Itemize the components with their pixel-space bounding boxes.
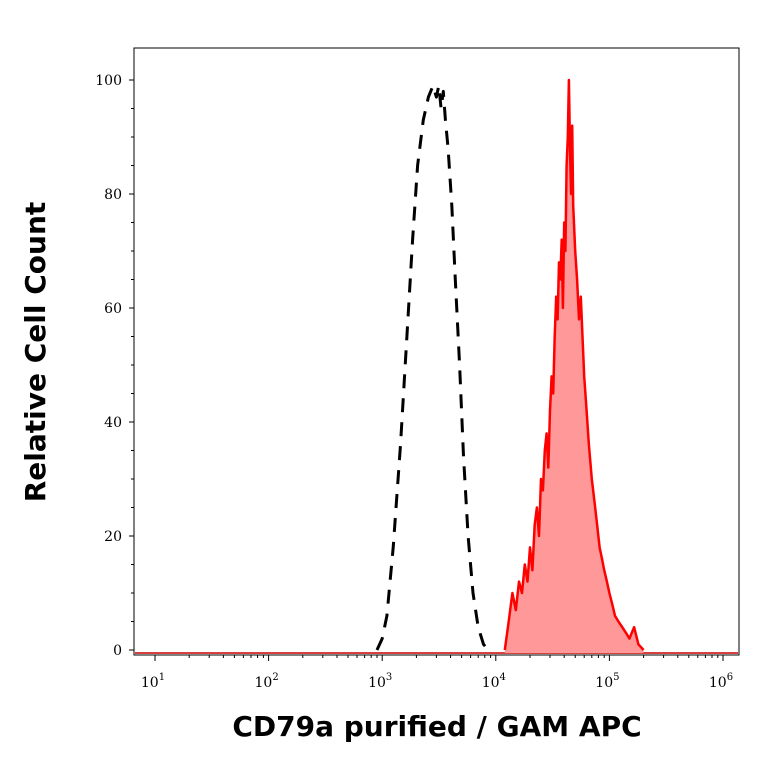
x-tick-label: 105	[595, 672, 619, 691]
series-layer	[135, 78, 738, 654]
y-tick-label: 80	[104, 187, 122, 203]
x-tick-label: 102	[254, 672, 278, 691]
x-tick-label: 103	[368, 672, 392, 691]
series-1-fill	[504, 80, 644, 653]
x-tick-label: 106	[709, 672, 733, 691]
y-tick-label: 40	[104, 415, 122, 431]
x-tick-label: 101	[141, 672, 165, 691]
y-tick-label: 0	[113, 643, 122, 659]
y-tick-label: 60	[104, 301, 122, 317]
y-tick-label: 20	[104, 529, 122, 545]
x-axis-label: CD79a purified / GAM APC	[232, 710, 641, 743]
y-axis-ticks: 0 20 40 60 80 100	[95, 73, 134, 659]
series-0-line	[375, 84, 490, 651]
x-tick-label: 104	[482, 672, 506, 691]
plot-frame	[133, 47, 740, 656]
y-tick-label: 100	[95, 73, 122, 89]
series-1-line	[503, 78, 645, 651]
y-axis-label: Relative Cell Count	[19, 202, 52, 503]
x-axis-ticks: 101 102 103 104 105 106	[141, 655, 733, 691]
